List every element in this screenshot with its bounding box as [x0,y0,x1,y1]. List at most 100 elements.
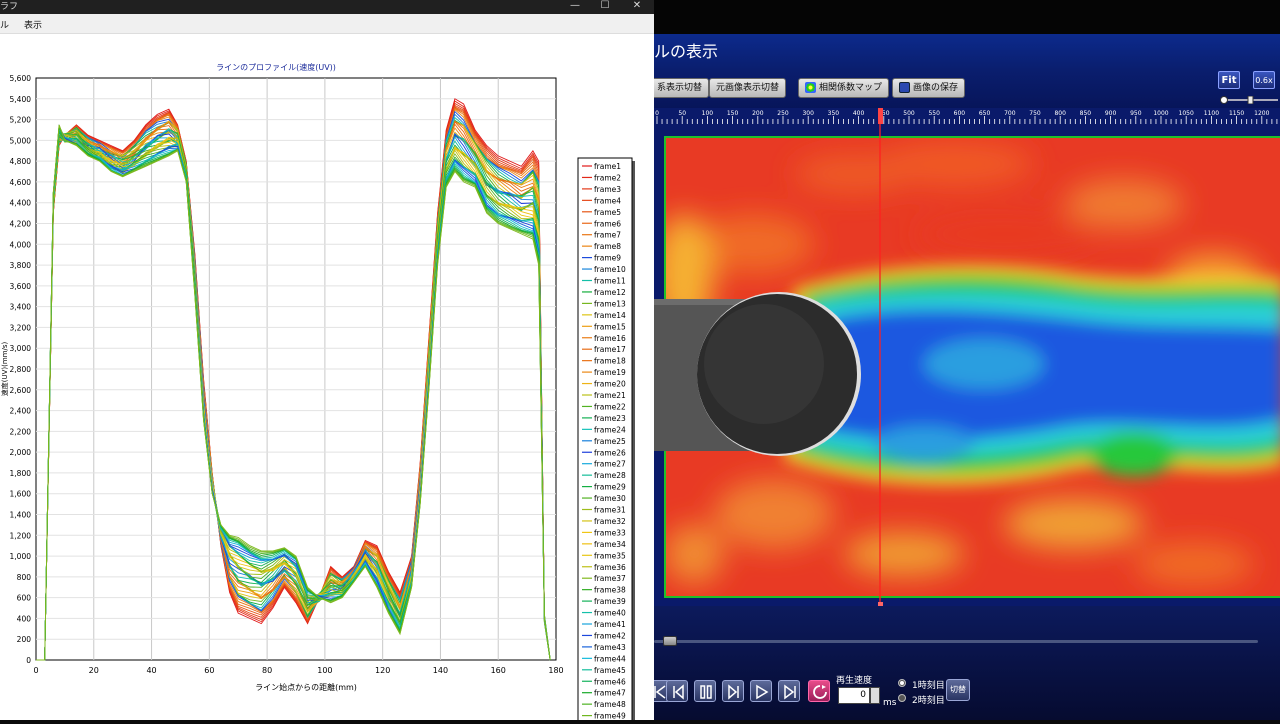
series-line [36,120,551,661]
heatmap-blob [844,532,964,576]
legend-entry: frame46 [594,677,626,686]
original-image-switch-button[interactable]: 元画像表示切替 [709,78,787,98]
x-tick-label: 80 [262,666,272,675]
legend-entry: frame3 [594,185,621,194]
frame-progress-track[interactable] [654,640,1258,643]
ruler-label: 500 [903,110,915,117]
y-tick-label: 1,400 [10,511,32,520]
step-back-button[interactable] [666,680,688,702]
y-tick-label: 200 [17,635,32,644]
legend-entry: frame34 [594,540,626,549]
y-tick-label: 4,200 [10,220,32,229]
y-tick-label: 4,800 [10,157,32,166]
legend-entry: frame11 [594,277,626,286]
correlation-map-button[interactable]: 相関係数マップ [798,78,890,98]
ruler-label: 950 [1130,110,1142,117]
y-tick-label: 5,000 [10,136,32,145]
ruler-label: 1150 [1229,110,1244,117]
save-disk-icon [899,82,910,93]
ruler-label: 650 [979,110,991,117]
legend-entry: frame37 [594,574,626,583]
support-arm-edge [654,299,784,305]
speed-input[interactable]: 0 [838,687,870,704]
speed-spinner[interactable] [870,687,880,704]
save-image-button[interactable]: 画像の保存 [892,78,966,98]
velocity-heatmap[interactable] [654,124,1280,606]
original-image-switch-label: 元画像表示切替 [716,83,780,93]
legend-entry: frame4 [594,196,621,205]
minimize-icon[interactable]: — [570,0,580,11]
menu-item-view[interactable]: 表示 [24,21,43,31]
series-line [36,129,551,661]
y-tick-label: 3,800 [10,261,32,270]
x-tick-label: 160 [491,666,506,675]
close-icon[interactable]: ✕ [632,0,642,11]
fit-button[interactable]: Fit [1218,71,1240,89]
profile-line-handle[interactable] [878,602,883,606]
display-switch-button[interactable]: 系表示切替 [654,78,710,98]
legend-entry: frame10 [594,265,626,274]
menu-item-tool[interactable]: ル [0,21,10,31]
ruler-marker [878,108,883,124]
y-tick-label: 2,800 [10,365,32,374]
save-image-label: 画像の保存 [913,83,959,93]
series-line [36,133,551,661]
ruler-label: 1000 [1153,110,1168,117]
viewer-header: ルの表示 [654,34,1280,70]
play-button[interactable] [750,680,772,702]
pause-icon [700,685,712,699]
heatmap-blob [1064,179,1184,229]
legend-entry: frame12 [594,288,626,297]
series-line [36,125,551,661]
series-line [36,125,551,661]
legend-entry: frame43 [594,643,626,652]
ruler-label: 800 [1054,110,1066,117]
loop-button[interactable] [808,680,830,702]
legend-entry: frame30 [594,494,626,503]
y-tick-label: 3,400 [10,303,32,312]
y-tick-label: 2,400 [10,407,32,416]
speed-unit: ms [883,698,897,708]
heatmap-field [666,138,1280,596]
y-tick-label: 1,800 [10,469,32,478]
pause-button[interactable] [694,680,716,702]
zoom-level-button[interactable]: 0.6x [1253,71,1275,89]
ruler-label: 50 [678,110,686,117]
y-tick-label: 1,600 [10,490,32,499]
viewer-window: ルの表示 系表示切替 元画像表示切替 相関係数マップ 画像の保存 Fit 0.6… [654,0,1280,720]
viewer-topbar [654,0,1280,34]
maximize-icon[interactable]: ☐ [600,0,610,11]
ruler-label: 0 [655,110,659,117]
legend-entry: frame5 [594,208,621,217]
series-line [36,98,551,661]
heatmap-blob [874,142,1034,186]
ruler-label: 200 [752,110,764,117]
legend-entry: frame2 [594,173,621,182]
legend-entry: frame42 [594,631,626,640]
frame-progress-thumb[interactable] [662,636,677,646]
y-tick-label: 5,400 [10,95,32,104]
legend-entry: frame24 [594,425,626,434]
ruler-bg [654,108,1280,124]
time1-radio[interactable] [898,679,906,687]
horizontal-ruler: 0 50 100 150 200 250 300 350 400 450 500 550 600 650 7… [654,108,1280,124]
series-line [36,125,551,661]
legend-entry: frame19 [594,368,626,377]
legend-entry: frame36 [594,563,626,572]
legend-entry: frame18 [594,357,626,366]
legend-entry: frame29 [594,483,626,492]
y-tick-label: 4,400 [10,199,32,208]
y-tick-label: 800 [17,573,32,582]
legend-entry: frame23 [594,414,626,423]
ruler-label: 400 [853,110,865,117]
last-frame-button[interactable] [778,680,800,702]
heatmap-blob [794,154,914,194]
graph-menubar: ル 表示 [0,14,654,34]
legend-entry: frame7 [594,231,621,240]
legend-entry: frame14 [594,311,626,320]
time2-radio[interactable] [898,694,906,702]
x-tick-label: 40 [146,666,156,675]
step-forward-button[interactable] [722,680,744,702]
zoom-slider[interactable] [1220,96,1280,104]
switch-button[interactable]: 切替 [946,679,970,701]
